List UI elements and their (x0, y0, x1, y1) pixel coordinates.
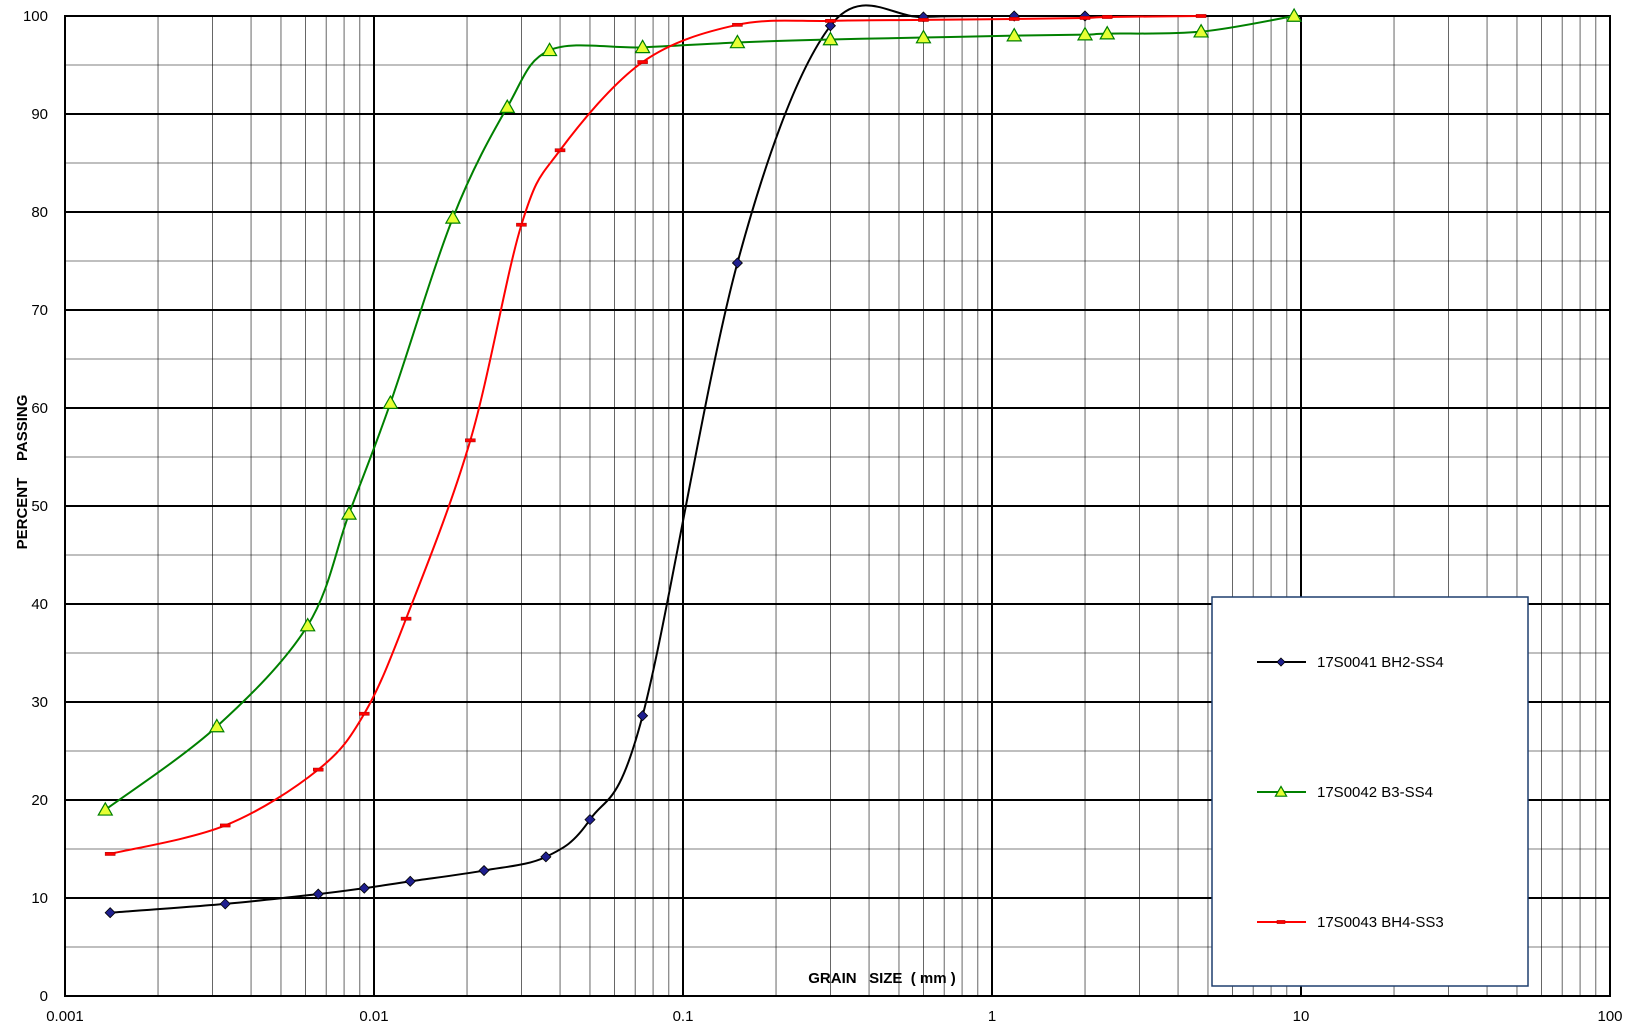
legend-marker-2 (1274, 785, 1288, 797)
series-2-point (208, 718, 225, 733)
x-axis-ticks: 0.001 0.01 0.1 1 10 100 (46, 1008, 1622, 1025)
series-2-point (340, 505, 358, 520)
x-tick-label: 100 (1597, 1008, 1622, 1025)
series-1-point (219, 898, 231, 910)
y-tick-label: 30 (31, 694, 48, 711)
y-tick-label: 70 (31, 302, 48, 319)
legend-label-3: 17S0043 BH4-SS3 (1317, 914, 1444, 931)
series-2-point (382, 394, 399, 409)
series-2-point (299, 617, 316, 632)
series-3-point (825, 19, 836, 23)
series-1-point (731, 257, 743, 269)
series-3-point (465, 438, 476, 443)
series-3-point (1195, 14, 1207, 18)
x-tick-label: 0.01 (359, 1008, 388, 1025)
series-1-point (104, 907, 116, 919)
series-line-2 (104, 15, 1295, 811)
y-tick-label: 60 (31, 400, 48, 417)
plot-frame (64, 15, 1611, 997)
series-3-point (637, 60, 648, 64)
series-2-point (1193, 23, 1210, 38)
series-3-point (1079, 16, 1091, 20)
y-axis-ticks: 0 10 20 30 40 50 60 70 80 90 100 (23, 8, 48, 1005)
series-markers (97, 7, 1303, 919)
y-tick-label: 0 (40, 988, 48, 1005)
series-3-point (1008, 17, 1020, 21)
series-2-point (915, 29, 932, 44)
series-2-point (1286, 7, 1303, 22)
x-axis-title: GRAIN SIZE ( mm ) (808, 970, 956, 987)
series-1-point (478, 864, 490, 877)
series-2-point (634, 39, 651, 54)
x-tick-label: 10 (1293, 1008, 1310, 1025)
series-2-point (541, 42, 558, 57)
series-1-point (824, 20, 836, 32)
series-3-point (1101, 15, 1113, 19)
x-tick-label: 0.001 (46, 1008, 84, 1025)
y-tick-label: 10 (31, 890, 48, 907)
series-1-point (312, 888, 324, 900)
series-2-point (1099, 25, 1116, 40)
legend-label-2: 17S0042 B3-SS4 (1317, 784, 1433, 801)
y-tick-label: 80 (31, 204, 48, 221)
y-tick-label: 20 (31, 792, 48, 809)
series-2-point (1076, 26, 1094, 41)
legend-marker-1 (1276, 657, 1286, 667)
series-2-point (97, 801, 114, 816)
y-tick-label: 50 (31, 498, 48, 515)
series-1-point (358, 882, 370, 894)
series-3-point (516, 222, 527, 227)
series-1-point (540, 851, 552, 863)
series-2-point (499, 98, 516, 113)
y-tick-label: 40 (31, 596, 48, 613)
series-2-point (822, 31, 839, 46)
series-2-point (729, 34, 746, 49)
series-1-point (637, 710, 649, 722)
series-lines (104, 4, 1295, 914)
x-tick-label: 0.1 (673, 1008, 694, 1025)
grid (64, 15, 1611, 997)
y-tick-label: 90 (31, 106, 48, 123)
series-3-point (400, 616, 412, 621)
series-3-point (219, 823, 231, 828)
series-2-point (444, 209, 461, 224)
legend-marker-3 (1276, 920, 1286, 924)
series-3-point (918, 18, 929, 22)
series-3-point (732, 22, 743, 27)
series-3-point (104, 852, 116, 856)
series-1-point (584, 814, 596, 826)
y-tick-label: 100 (23, 8, 48, 25)
series-1-point (404, 875, 416, 887)
series-3-point (554, 148, 566, 153)
series-line-3 (109, 15, 1202, 855)
series-line-1 (110, 4, 1086, 914)
x-tick-label: 1 (988, 1008, 996, 1025)
legend-label-1: 17S0041 BH2-SS4 (1317, 654, 1444, 671)
legend: 17S0041 BH2-SS4 17S0042 B3-SS4 17S0043 BH4… (1211, 596, 1529, 987)
y-axis-title: PERCENT PASSING (14, 395, 31, 550)
series-3-point (312, 767, 324, 772)
series-2-point (1006, 27, 1023, 42)
series-3-point (359, 711, 370, 716)
